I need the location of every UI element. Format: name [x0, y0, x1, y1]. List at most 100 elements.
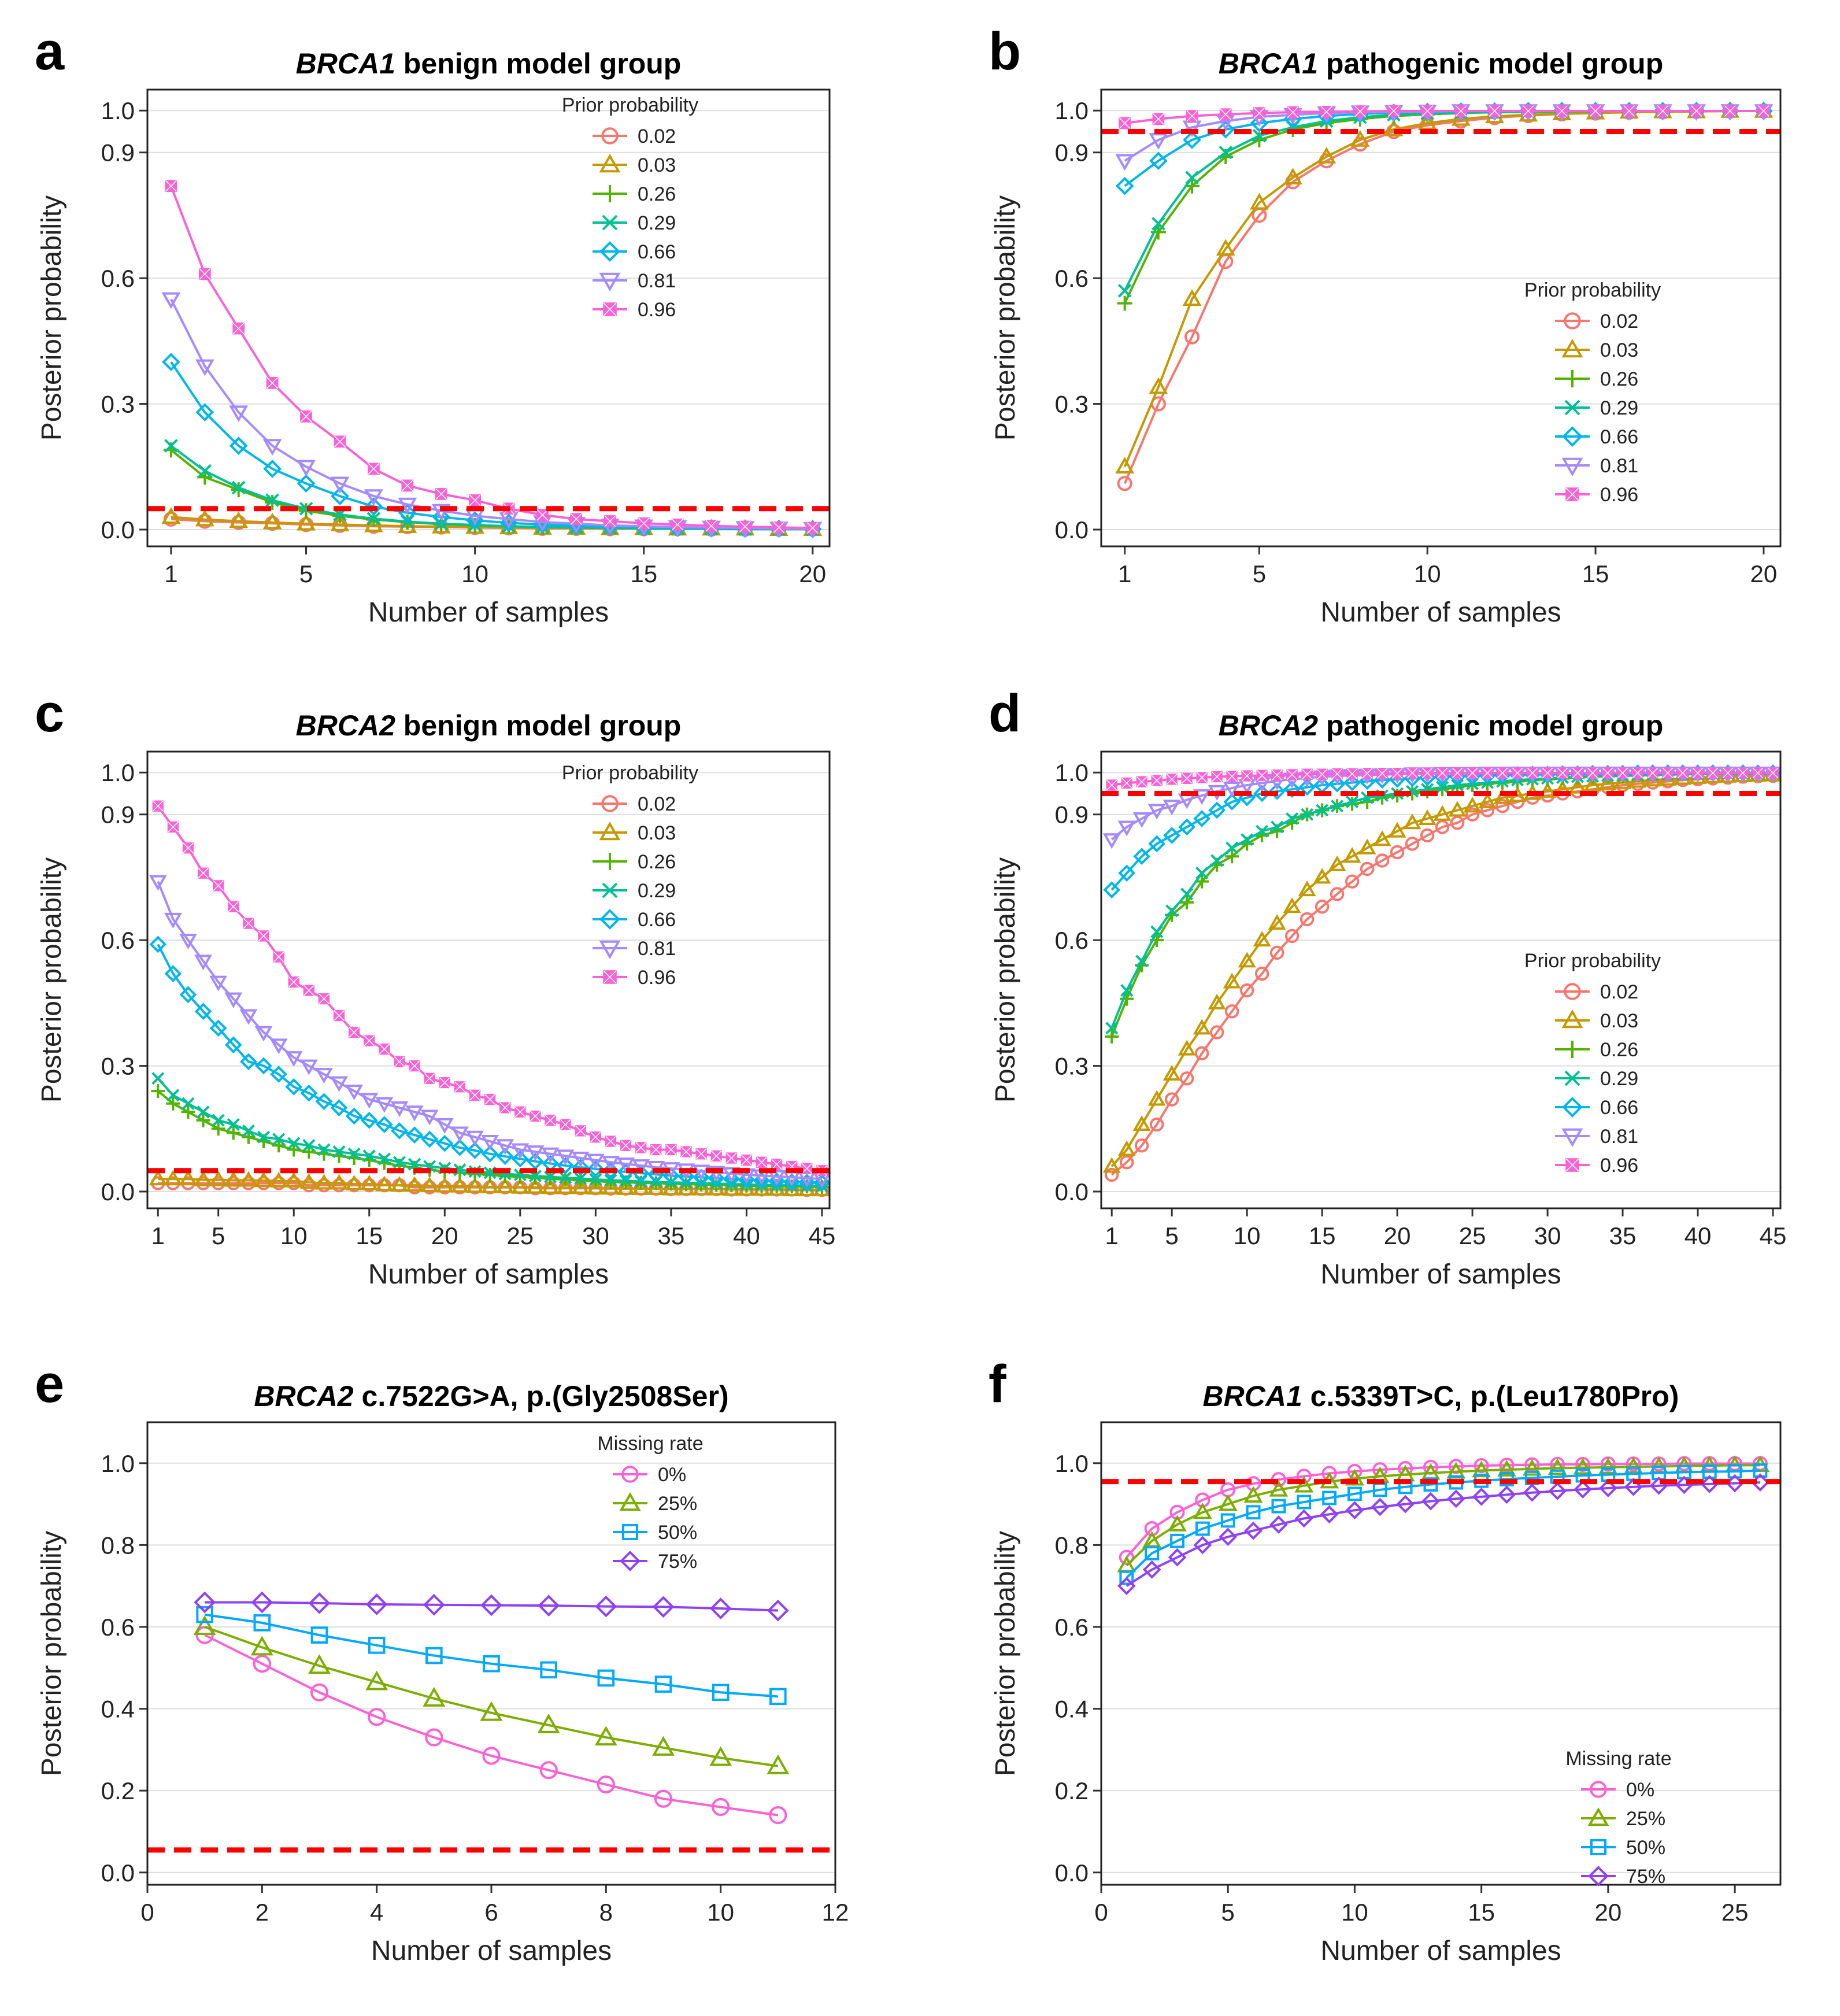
- data-point-x: [1522, 105, 1534, 117]
- data-point: [677, 1179, 695, 1196]
- data-point-x: [1286, 769, 1298, 780]
- data-point-x: [665, 1144, 677, 1155]
- plot-area: [147, 752, 830, 1208]
- data-point: [1328, 775, 1346, 793]
- data-point: [330, 1099, 348, 1116]
- data-point: [1360, 861, 1375, 876]
- data-point: [1598, 774, 1617, 790]
- data-point-x: [1106, 779, 1117, 791]
- chart-title-gene: BRCA2: [254, 1380, 353, 1412]
- data-point-x: [680, 1146, 692, 1157]
- data-point: [224, 1171, 243, 1187]
- data-point: [1223, 782, 1241, 798]
- legend-label: 0.81: [1600, 455, 1638, 477]
- data-point-x: [484, 1094, 495, 1105]
- legend-label: 0.96: [638, 967, 676, 989]
- legend-key-marker-x: [603, 970, 617, 984]
- data-point: [360, 1111, 378, 1129]
- data-point: [1149, 133, 1168, 150]
- x-tick-label: 1: [164, 560, 177, 587]
- legend-label: 0.29: [638, 212, 676, 234]
- data-point: [164, 965, 182, 982]
- data-point-x: [439, 1077, 450, 1088]
- data-point: [149, 1170, 167, 1186]
- data-point-x: [379, 1044, 390, 1055]
- data-point: [194, 1170, 213, 1186]
- data-point: [164, 439, 178, 453]
- legend-label: 0.03: [638, 822, 676, 844]
- data-point: [1253, 931, 1271, 947]
- data-point: [1269, 945, 1284, 960]
- y-tick-label: 0.0: [1055, 1178, 1089, 1205]
- x-axis-label: Number of samples: [368, 1259, 609, 1290]
- data-point: [1132, 1115, 1151, 1131]
- data-point: [1283, 168, 1303, 184]
- data-point: [1117, 284, 1132, 298]
- legend-label: 0.03: [1600, 1010, 1638, 1032]
- data-point: [272, 1133, 286, 1146]
- y-tick-label: 0.9: [1055, 139, 1089, 167]
- panel-d: d BRCA2 pathogenic model group 0.0 0.3 0.6 0.…: [989, 684, 1786, 1290]
- x-tick-label: 0: [140, 1899, 154, 1926]
- panel-letter: e: [35, 1355, 64, 1414]
- data-point: [1104, 1167, 1119, 1182]
- data-point: [197, 1105, 210, 1119]
- legend-title: Prior probability: [562, 94, 698, 116]
- plot-area: [1101, 90, 1780, 546]
- data-point: [1145, 1546, 1160, 1560]
- plot-border: [1100, 88, 1782, 548]
- data-point: [254, 1026, 273, 1042]
- data-point: [1194, 1046, 1209, 1061]
- x-tick-label: 20: [431, 1222, 458, 1249]
- data-point: [265, 493, 279, 508]
- legend-key-marker-x: [1565, 487, 1579, 501]
- legend-label: 0.02: [638, 793, 676, 815]
- data-point: [1216, 120, 1235, 139]
- data-point-x: [1572, 767, 1583, 779]
- data-point-x: [153, 801, 164, 812]
- data-point: [302, 1145, 316, 1159]
- data-point-x: [1602, 767, 1613, 779]
- data-point: [602, 1179, 620, 1195]
- x-axis-label: Number of samples: [368, 597, 609, 628]
- data-point: [398, 497, 417, 515]
- legend-title: Prior probability: [1524, 950, 1661, 972]
- data-point: [798, 1174, 816, 1191]
- series-line: [1126, 1481, 1760, 1587]
- legend-label: 0.26: [1600, 1039, 1638, 1061]
- data-point: [1103, 881, 1121, 899]
- data-point-x: [199, 268, 211, 280]
- chart-title-gene: BRCA1: [296, 47, 395, 80]
- legend-key-marker: [622, 1524, 638, 1540]
- x-tick-label: 40: [733, 1222, 760, 1249]
- data-point: [619, 1174, 632, 1188]
- legend-label: 0.96: [638, 299, 676, 321]
- legend-key-marker: [599, 940, 621, 960]
- data-point: [1547, 1458, 1567, 1475]
- data-point: [1472, 1488, 1491, 1506]
- data-point: [723, 1170, 741, 1188]
- data-point: [1179, 1071, 1194, 1086]
- y-tick-label: 1.0: [1055, 97, 1089, 124]
- data-point: [161, 292, 181, 309]
- data-point: [317, 1143, 331, 1156]
- x-tick-label: 12: [822, 1899, 849, 1926]
- data-point-x: [1152, 113, 1164, 125]
- data-point-x: [650, 1144, 661, 1155]
- x-tick-label: 45: [809, 1222, 836, 1249]
- data-point: [767, 1599, 789, 1622]
- data-point: [1168, 1548, 1187, 1567]
- data-point-x: [1346, 768, 1358, 779]
- data-point: [302, 1139, 316, 1152]
- data-point-x: [1724, 105, 1736, 117]
- data-point: [1208, 801, 1226, 819]
- data-point: [375, 1097, 394, 1113]
- data-point: [1195, 867, 1209, 880]
- data-point: [1271, 820, 1284, 834]
- data-point: [617, 1157, 635, 1174]
- data-point: [262, 512, 282, 530]
- data-point: [1598, 1457, 1618, 1474]
- chart-title-gene: BRCA2: [1219, 709, 1318, 742]
- data-point: [1403, 813, 1421, 830]
- y-tick-label: 0.0: [1055, 516, 1089, 543]
